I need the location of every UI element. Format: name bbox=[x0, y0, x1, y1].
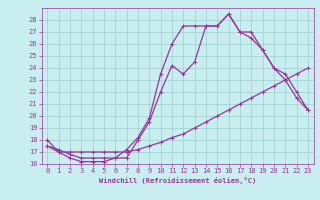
X-axis label: Windchill (Refroidissement éolien,°C): Windchill (Refroidissement éolien,°C) bbox=[99, 177, 256, 184]
